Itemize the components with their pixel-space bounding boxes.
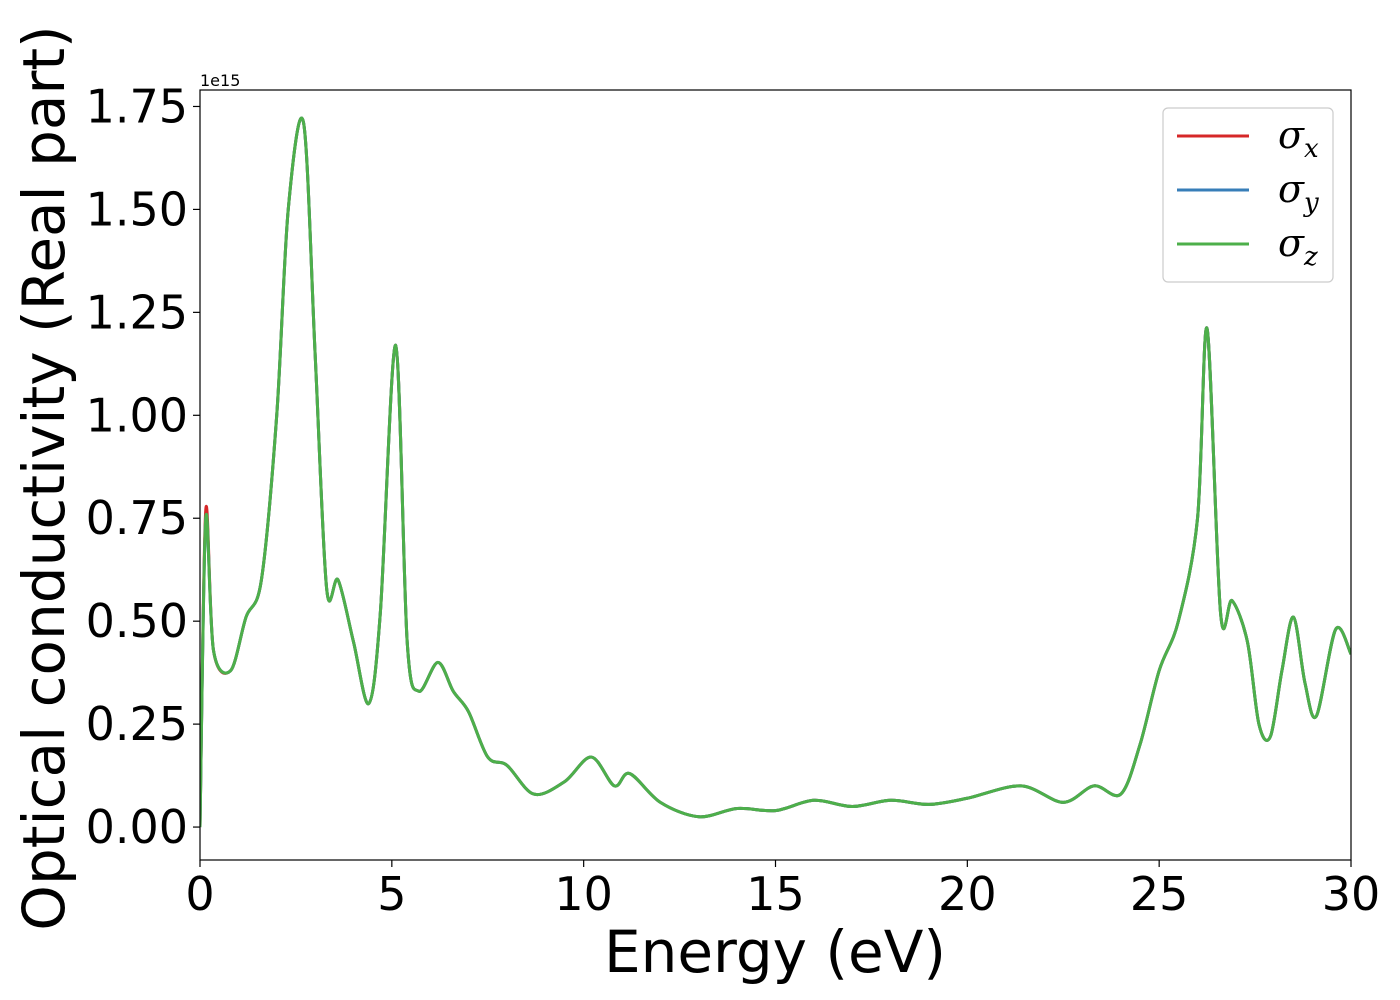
x-axis-title: Energy (eV)	[604, 918, 946, 986]
x-tick-label: 5	[377, 867, 406, 921]
y-axis-ticks: 0.00 0.25 0.50 0.75 1.00 1.25 1.50 1.75	[86, 79, 200, 854]
y-tick-label: 0.75	[86, 491, 188, 545]
legend-label-x: σx	[1278, 113, 1319, 164]
series-line-z	[200, 116, 1351, 828]
x-tick-label: 30	[1322, 867, 1381, 921]
y-tick-label: 1.75	[86, 79, 188, 133]
y-tick-label: 0.25	[86, 697, 188, 751]
x-tick-label: 15	[746, 867, 805, 921]
x-tick-label: 0	[185, 867, 214, 921]
y-offset-text: 1e15	[200, 71, 240, 90]
legend-label-z: σz	[1278, 221, 1318, 272]
legend-box	[1162, 107, 1334, 283]
x-axis-ticks: 0 5 10 15 20 25 30	[185, 860, 1380, 921]
y-axis-title: Optical conductivity (Real part)	[10, 25, 78, 930]
y-tick-label: 1.00	[86, 388, 188, 442]
x-tick-label: 10	[554, 867, 613, 921]
y-tick-label: 1.50	[86, 182, 188, 236]
y-tick-label: 0.50	[86, 594, 188, 648]
x-tick-label: 20	[938, 867, 997, 921]
y-tick-label: 1.25	[86, 285, 188, 339]
y-tick-label: 0.00	[86, 800, 188, 854]
series-layer	[200, 116, 1351, 828]
legend-label-y: σy	[1278, 167, 1319, 218]
x-tick-label: 25	[1130, 867, 1189, 921]
